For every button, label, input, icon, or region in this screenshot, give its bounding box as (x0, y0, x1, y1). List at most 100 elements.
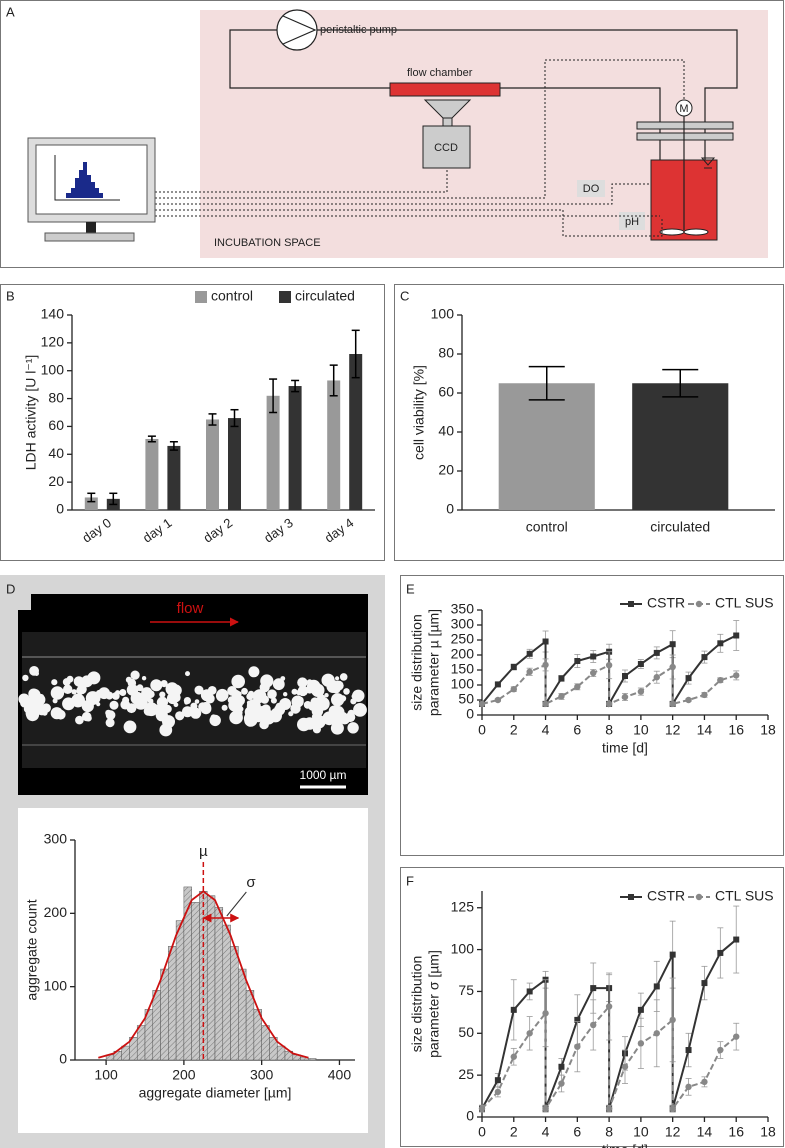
marker (542, 1010, 549, 1017)
aggregate-dot (259, 682, 270, 693)
y-tick-label: 0 (446, 501, 454, 517)
x-tick-label: 8 (605, 1124, 613, 1140)
y-axis-label: size distribution (409, 956, 425, 1053)
x-tick-label: 16 (728, 722, 744, 738)
marker (622, 673, 628, 679)
aggregate-dot (50, 707, 63, 720)
aggregate-dot (182, 706, 193, 718)
y-tick-label: 80 (438, 345, 454, 361)
legend-marker (695, 600, 703, 608)
aggregate-dot (105, 718, 115, 728)
marker (542, 1105, 549, 1112)
histogram-bar (152, 990, 161, 1061)
aggregate-dot (200, 689, 213, 702)
marker (701, 1078, 708, 1086)
aggregate-dot (130, 670, 140, 680)
x-tick-label: 8 (605, 722, 613, 738)
marker (494, 1077, 501, 1084)
y-tick-label: 40 (48, 445, 64, 461)
x-axis-label: time [d] (602, 740, 648, 756)
aggregate-dot (173, 693, 180, 700)
histogram-bar (191, 902, 200, 1061)
y-tick-label: 80 (48, 389, 64, 405)
series-line (481, 1003, 737, 1113)
aggregate-dot (339, 695, 347, 702)
histogram-bar (276, 1045, 286, 1061)
y-axis-label: aggregate count (24, 899, 40, 1000)
legend-label: CTL SUS (715, 595, 774, 611)
y-tick-label: 350 (451, 601, 475, 617)
aggregate-dot (351, 693, 357, 699)
aggregate-dot (156, 696, 168, 709)
aggregate-dot (343, 688, 350, 695)
motor (675, 99, 693, 117)
marker (605, 662, 613, 669)
aggregate-dot (227, 696, 236, 704)
legend-label: CTL SUS (715, 888, 774, 904)
y-axis-label: LDH activity [U l⁻¹] (23, 355, 39, 471)
x-tick-label: 6 (573, 722, 581, 738)
marker (733, 672, 740, 679)
marker (605, 1003, 613, 1010)
aggregate-dot (109, 700, 119, 710)
aggregate-dot (283, 692, 288, 697)
marker (717, 677, 724, 684)
aggregate-dot (111, 692, 120, 700)
bar (206, 419, 219, 510)
marker (494, 681, 501, 688)
sigma-leader (226, 891, 247, 917)
aggregate-dot (165, 682, 179, 696)
aggregate-dot (200, 703, 212, 715)
marker (510, 1006, 517, 1013)
x-axis-label: aggregate diameter [µm] (139, 1085, 292, 1101)
x-tick-label: 16 (728, 1124, 744, 1140)
aggregate-dot (62, 684, 73, 694)
aggregate-dot (246, 700, 252, 705)
image-notch (18, 594, 31, 610)
y-tick-label: 0 (56, 501, 64, 517)
y-tick-label: 200 (44, 904, 68, 920)
marker (701, 980, 708, 987)
x-tick-label: 400 (328, 1067, 352, 1083)
level-symbol (700, 157, 716, 169)
y-axis-label: parameter µ [µm] (426, 609, 442, 716)
camera-label: CCD (434, 142, 458, 154)
flow-chamber-label: flow chamber (407, 67, 473, 79)
aggregate-dot (126, 684, 139, 696)
panel-b-frame (0, 284, 385, 561)
aggregate-dot (297, 677, 308, 688)
aggregate-dot (244, 706, 257, 718)
marker (526, 668, 533, 675)
bar (84, 497, 98, 510)
aggregate-dot (328, 709, 337, 717)
aggregate-dot (231, 674, 245, 689)
aggregate-dot (50, 686, 65, 700)
y-tick-label: 100 (451, 940, 475, 956)
y-axis-label: size distribution (409, 614, 425, 711)
histogram-bar (245, 990, 255, 1061)
aggregate-dot (175, 711, 185, 721)
panel-label: A (6, 4, 15, 19)
marker (590, 985, 597, 992)
aggregate-dot (75, 715, 84, 725)
aggregate-dot (77, 684, 87, 695)
marker (669, 641, 676, 648)
marker (590, 653, 597, 660)
marker (669, 1105, 676, 1112)
marker (494, 696, 502, 704)
y-tick-label: 100 (41, 361, 65, 377)
y-tick-label: 60 (438, 384, 454, 400)
x-tick-label: 2 (510, 722, 518, 738)
histogram-bar (230, 946, 239, 1061)
y-tick-label: 100 (44, 977, 68, 993)
y-tick-label: 120 (41, 334, 65, 350)
lens-neck (442, 117, 453, 127)
y-tick-label: 140 (41, 306, 65, 322)
x-tick-label: 0 (478, 722, 486, 738)
marker (590, 669, 597, 677)
marker (653, 1030, 660, 1037)
marker (494, 1088, 502, 1096)
x-tick-label: 6 (573, 1124, 581, 1140)
marker (510, 686, 517, 693)
marker (653, 649, 660, 656)
